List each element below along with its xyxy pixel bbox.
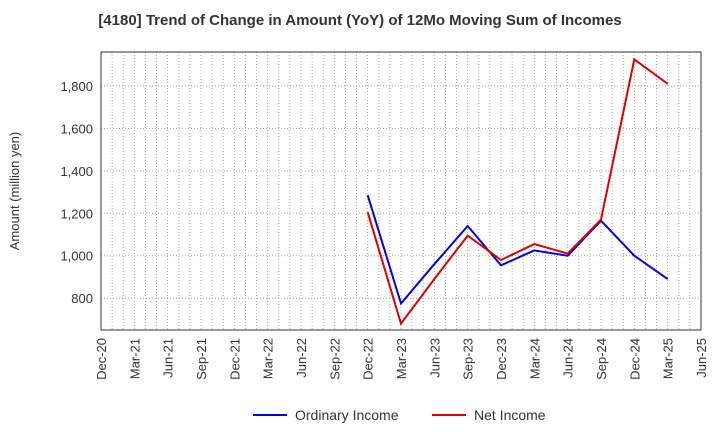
x-tick-label: Sep-22	[327, 338, 342, 380]
x-tick-label: Dec-21	[227, 338, 242, 380]
legend-label-net-income: Net Income	[474, 407, 546, 423]
x-tick-label: Dec-20	[94, 338, 109, 380]
y-axis-title: Amount (million yen)	[7, 132, 22, 251]
chart-title: [4180] Trend of Change in Amount (YoY) o…	[98, 12, 622, 29]
y-tick-label: 800	[71, 291, 93, 306]
x-tick-label: Dec-22	[361, 338, 376, 380]
ordinary-income-line	[366, 194, 669, 306]
x-tick-label: Jun-22	[294, 338, 309, 378]
net-income-line	[366, 57, 669, 326]
x-tick-label: Dec-24	[627, 338, 642, 380]
y-tick-label: 1,600	[60, 121, 93, 136]
x-tick-label: Sep-23	[461, 338, 476, 380]
x-tick-label: Sep-24	[594, 338, 609, 380]
y-tick-label: 1,000	[60, 249, 93, 264]
plot-area-border	[100, 51, 702, 331]
x-tick-label: Mar-22	[261, 338, 276, 379]
x-tick-label: Jun-23	[427, 338, 442, 378]
y-tick-label: 1,200	[60, 206, 93, 221]
x-tick-label: Jun-25	[694, 338, 709, 378]
x-tick-label: Jun-21	[161, 338, 176, 378]
x-tick-label: Mar-21	[127, 338, 142, 379]
legend-label-ordinary-income: Ordinary Income	[295, 407, 399, 423]
y-tick-label: 1,400	[60, 164, 93, 179]
x-tick-label: Sep-21	[194, 338, 209, 380]
x-tick-label: Mar-25	[661, 338, 676, 379]
y-tick-label: 1,800	[60, 79, 93, 94]
x-tick-label: Jun-24	[561, 338, 576, 378]
x-tick-label: Dec-23	[494, 338, 509, 380]
x-tick-label: Mar-23	[394, 338, 409, 379]
x-tick-label: Mar-24	[527, 338, 542, 379]
